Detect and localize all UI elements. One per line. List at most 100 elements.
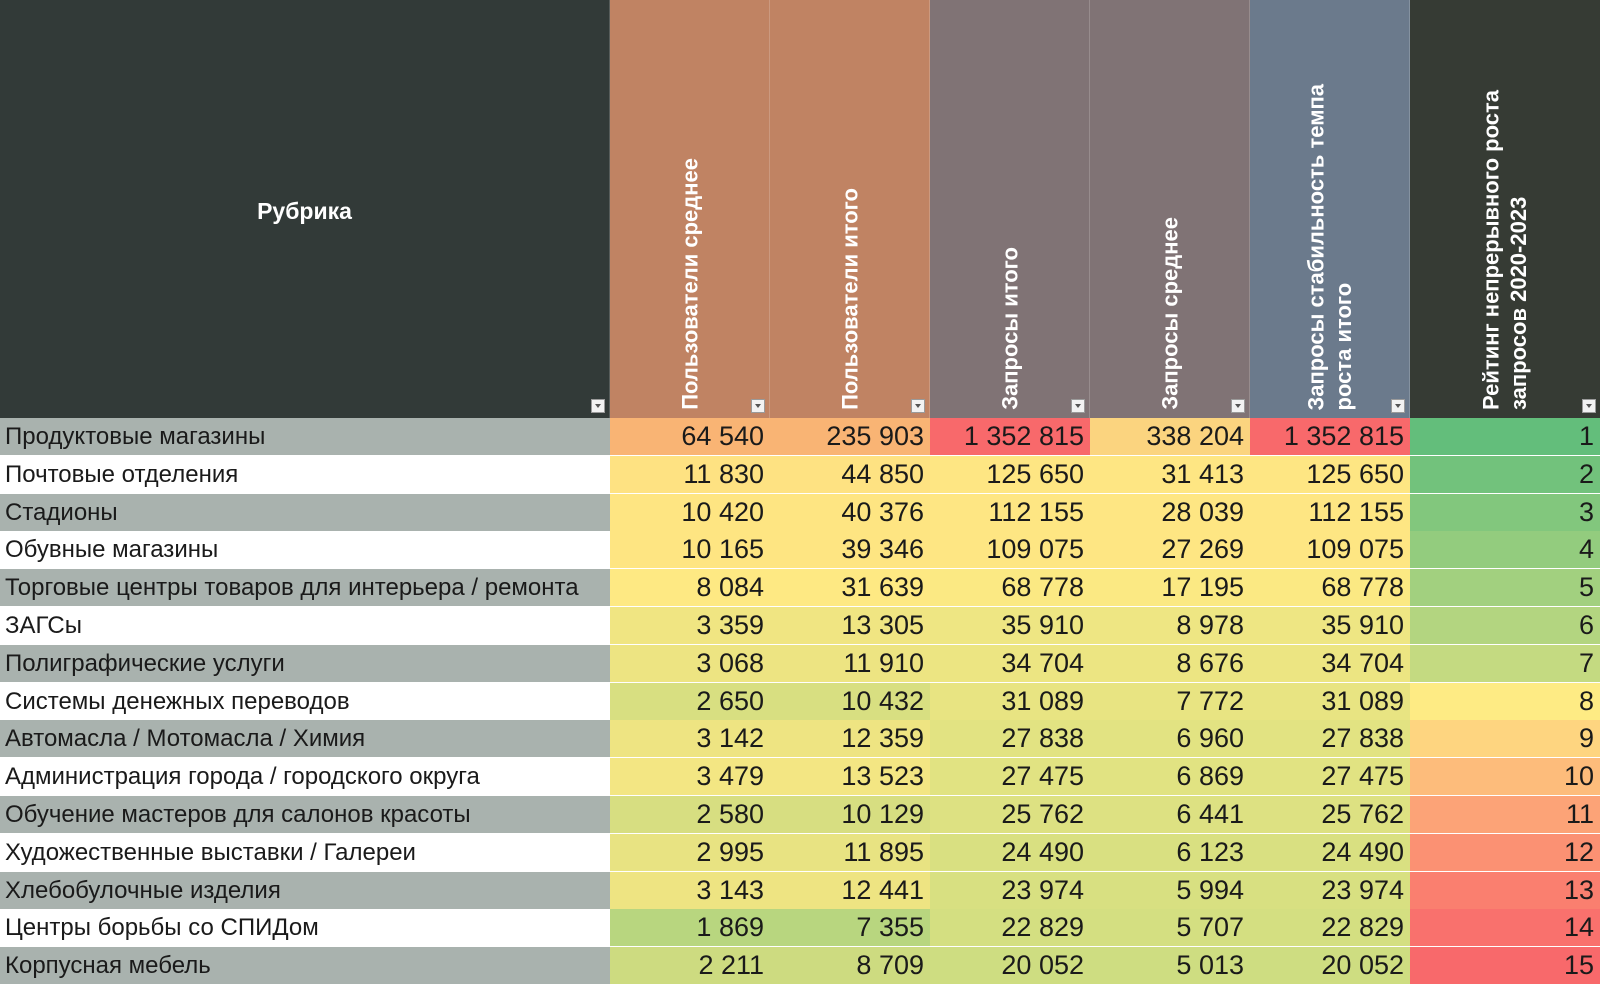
rubric-cell[interactable]: Автомасла / Мотомасла / Химия [0,720,610,758]
stability-cell[interactable]: 25 762 [1250,796,1410,833]
table-row[interactable]: Торговые центры товаров для интерьера / … [0,569,1600,607]
req-avg-cell[interactable]: 338 204 [1090,418,1250,455]
rank-cell[interactable]: 11 [1410,796,1600,833]
rank-cell[interactable]: 15 [1410,947,1600,985]
users-total-cell[interactable]: 12 441 [770,871,930,909]
users-avg-cell[interactable]: 11 830 [610,455,770,493]
rank-cell[interactable]: 7 [1410,644,1600,682]
users-total-cell[interactable]: 40 376 [770,493,930,531]
users-avg-cell[interactable]: 64 540 [610,418,770,455]
stability-cell[interactable]: 1 352 815 [1250,418,1410,455]
stability-cell[interactable]: 68 778 [1250,569,1410,607]
table-row[interactable]: Системы денежных переводов 2 650 10 432 31 … [0,682,1600,720]
users-total-cell[interactable]: 235 903 [770,418,930,455]
rubric-cell[interactable]: Полиграфические услуги [0,644,610,682]
stability-cell[interactable]: 24 490 [1250,833,1410,871]
users-avg-cell[interactable]: 8 084 [610,569,770,607]
req-total-cell[interactable]: 112 155 [930,493,1090,531]
table-row[interactable]: Стадионы 10 420 40 376 112 155 28 039 112 155… [0,493,1600,531]
rank-cell[interactable]: 2 [1410,455,1600,493]
filter-dropdown-icon[interactable] [1582,399,1596,413]
filter-dropdown-icon[interactable] [911,399,925,413]
stability-cell[interactable]: 20 052 [1250,947,1410,985]
header-stability[interactable]: Запросы стабильность темпа роста итого [1250,0,1410,418]
rank-cell[interactable]: 13 [1410,871,1600,909]
req-total-cell[interactable]: 34 704 [930,644,1090,682]
stability-cell[interactable]: 109 075 [1250,531,1410,569]
users-avg-cell[interactable]: 3 143 [610,871,770,909]
rank-cell[interactable]: 9 [1410,720,1600,758]
req-avg-cell[interactable]: 5 013 [1090,947,1250,985]
stability-cell[interactable]: 27 838 [1250,720,1410,758]
table-row[interactable]: Обучение мастеров для салонов красоты 2 5… [0,796,1600,833]
stability-cell[interactable]: 23 974 [1250,871,1410,909]
req-total-cell[interactable]: 27 838 [930,720,1090,758]
req-avg-cell[interactable]: 17 195 [1090,569,1250,607]
req-total-cell[interactable]: 68 778 [930,569,1090,607]
table-row[interactable]: Художественные выставки / Галереи 2 995 11… [0,833,1600,871]
req-avg-cell[interactable]: 6 869 [1090,758,1250,796]
users-total-cell[interactable]: 39 346 [770,531,930,569]
req-avg-cell[interactable]: 6 123 [1090,833,1250,871]
filter-dropdown-icon[interactable] [1391,399,1405,413]
rank-cell[interactable]: 4 [1410,531,1600,569]
req-avg-cell[interactable]: 7 772 [1090,682,1250,720]
filter-dropdown-icon[interactable] [751,399,765,413]
users-avg-cell[interactable]: 10 165 [610,531,770,569]
users-total-cell[interactable]: 31 639 [770,569,930,607]
header-users-avg[interactable]: Пользователи среднее [610,0,770,418]
rubric-cell[interactable]: Администрация города / городского округа [0,758,610,796]
filter-dropdown-icon[interactable] [1071,399,1085,413]
table-row[interactable]: Почтовые отделения 11 830 44 850 125 650 31 … [0,455,1600,493]
req-total-cell[interactable]: 31 089 [930,682,1090,720]
rubric-cell[interactable]: Системы денежных переводов [0,682,610,720]
table-row[interactable]: Автомасла / Мотомасла / Химия 3 142 12 359… [0,720,1600,758]
users-avg-cell[interactable]: 1 869 [610,909,770,947]
table-row[interactable]: Полиграфические услуги 3 068 11 910 34 704 8… [0,644,1600,682]
rank-cell[interactable]: 14 [1410,909,1600,947]
req-total-cell[interactable]: 109 075 [930,531,1090,569]
users-total-cell[interactable]: 12 359 [770,720,930,758]
table-row[interactable]: Хлебобулочные изделия 3 143 12 441 23 974 5 … [0,871,1600,909]
req-total-cell[interactable]: 24 490 [930,833,1090,871]
req-total-cell[interactable]: 1 352 815 [930,418,1090,455]
users-total-cell[interactable]: 11 895 [770,833,930,871]
rubric-cell[interactable]: Центры борьбы со СПИДом [0,909,610,947]
rubric-cell[interactable]: Обучение мастеров для салонов красоты [0,796,610,833]
filter-dropdown-icon[interactable] [591,399,605,413]
stability-cell[interactable]: 112 155 [1250,493,1410,531]
rank-cell[interactable]: 10 [1410,758,1600,796]
users-avg-cell[interactable]: 3 142 [610,720,770,758]
rubric-cell[interactable]: Обувные магазины [0,531,610,569]
stability-cell[interactable]: 34 704 [1250,644,1410,682]
users-avg-cell[interactable]: 3 479 [610,758,770,796]
header-rating[interactable]: Рейтинг непрерывного роста запросов 2020… [1410,0,1600,418]
rank-cell[interactable]: 5 [1410,569,1600,607]
stability-cell[interactable]: 27 475 [1250,758,1410,796]
users-avg-cell[interactable]: 2 650 [610,682,770,720]
req-avg-cell[interactable]: 31 413 [1090,455,1250,493]
users-total-cell[interactable]: 11 910 [770,644,930,682]
req-avg-cell[interactable]: 28 039 [1090,493,1250,531]
users-total-cell[interactable]: 13 305 [770,607,930,644]
users-total-cell[interactable]: 13 523 [770,758,930,796]
users-avg-cell[interactable]: 10 420 [610,493,770,531]
rank-cell[interactable]: 6 [1410,607,1600,644]
req-total-cell[interactable]: 25 762 [930,796,1090,833]
rank-cell[interactable]: 12 [1410,833,1600,871]
req-total-cell[interactable]: 23 974 [930,871,1090,909]
filter-dropdown-icon[interactable] [1231,399,1245,413]
req-avg-cell[interactable]: 27 269 [1090,531,1250,569]
stability-cell[interactable]: 31 089 [1250,682,1410,720]
rank-cell[interactable]: 8 [1410,682,1600,720]
rubric-cell[interactable]: Хлебобулочные изделия [0,871,610,909]
rubric-cell[interactable]: Корпусная мебель [0,947,610,985]
stability-cell[interactable]: 35 910 [1250,607,1410,644]
rubric-cell[interactable]: Стадионы [0,493,610,531]
req-total-cell[interactable]: 20 052 [930,947,1090,985]
header-users-total[interactable]: Пользователи итого [770,0,930,418]
req-avg-cell[interactable]: 5 994 [1090,871,1250,909]
stability-cell[interactable]: 125 650 [1250,455,1410,493]
req-avg-cell[interactable]: 8 978 [1090,607,1250,644]
users-total-cell[interactable]: 10 432 [770,682,930,720]
